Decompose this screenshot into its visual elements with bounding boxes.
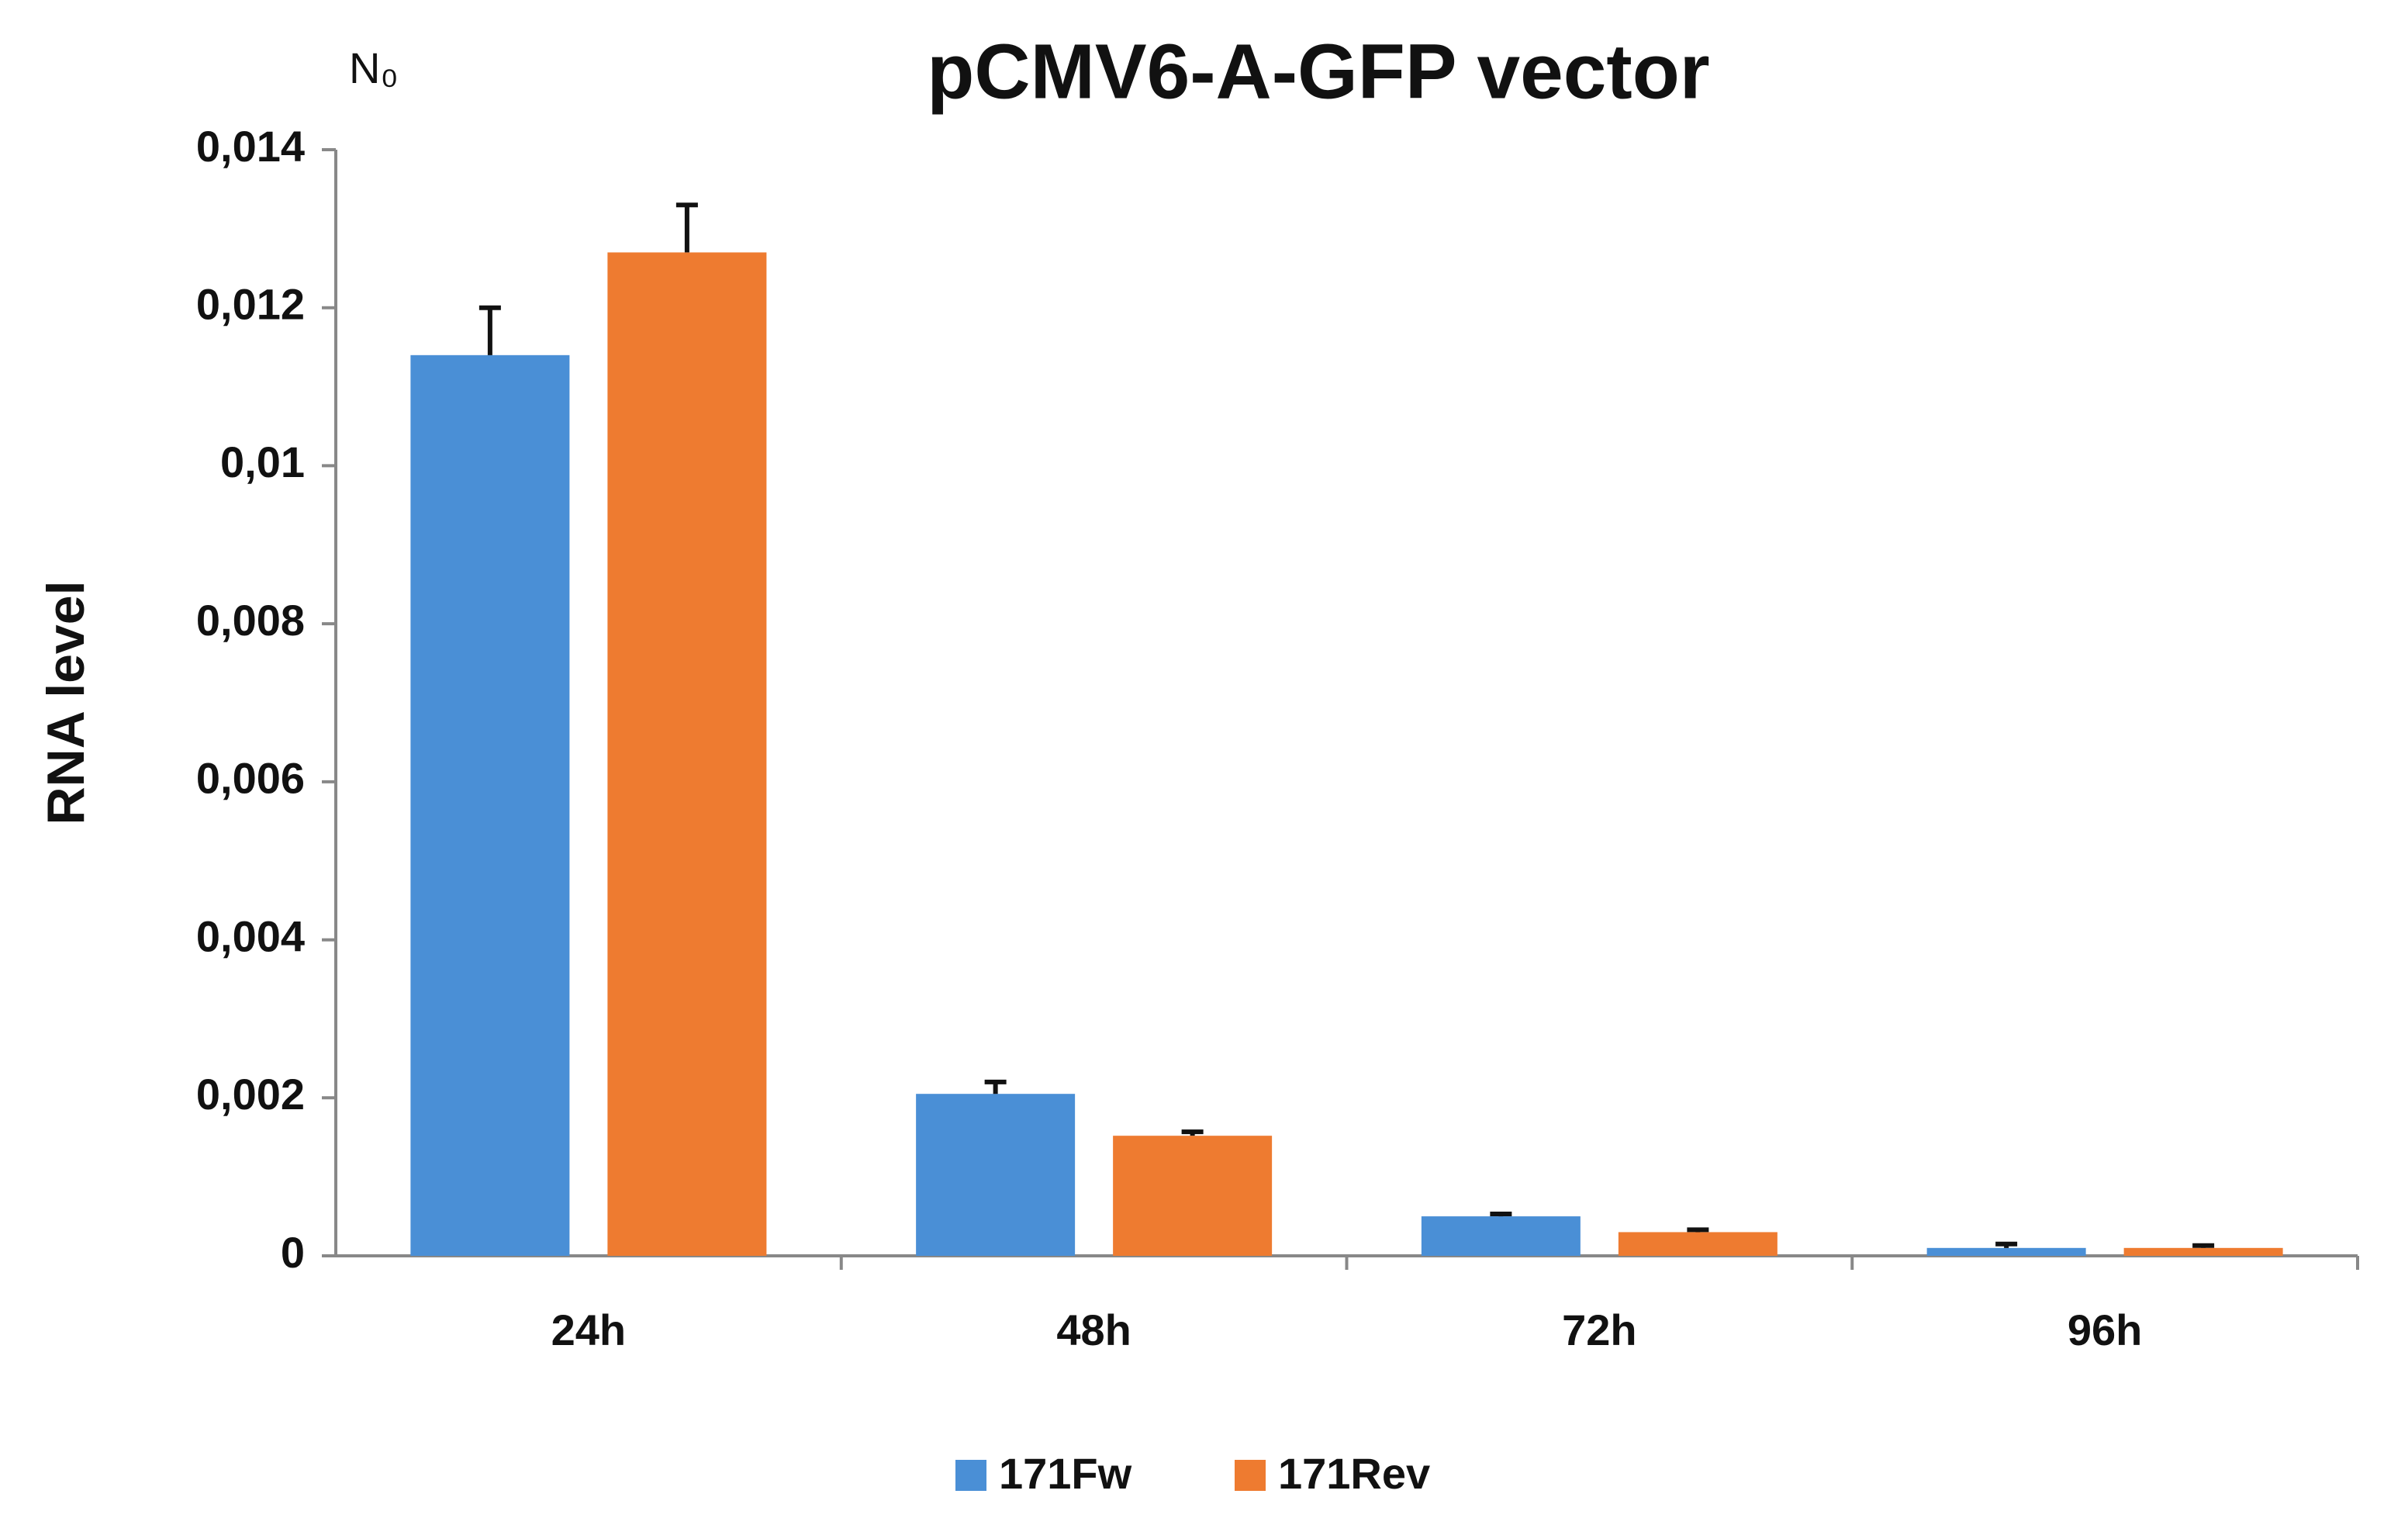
legend-label: 171Rev [1278, 1449, 1430, 1498]
bar [1113, 1136, 1273, 1256]
legend-label: 171Fw [999, 1449, 1132, 1498]
x-tick-label: 72h [1562, 1305, 1637, 1354]
bar [916, 1094, 1076, 1256]
bar [607, 252, 767, 1256]
y-tick-label: 0,01 [220, 437, 305, 486]
bar [1926, 1247, 2086, 1256]
axis-unit: N₀ [349, 43, 399, 92]
y-tick-label: 0,002 [196, 1070, 305, 1119]
error-bar [1687, 1227, 1709, 1233]
y-tick-label: 0 [281, 1228, 305, 1277]
bar [1618, 1232, 1777, 1256]
error-bar [1181, 1129, 1204, 1136]
error-bar [2192, 1243, 2215, 1248]
error-bar [1490, 1212, 1512, 1217]
error-bar [675, 202, 698, 253]
x-tick-label: 24h [551, 1305, 627, 1354]
x-tick-label: 96h [2068, 1305, 2143, 1354]
bar [410, 354, 570, 1256]
y-axis-label: RNA level [36, 581, 95, 825]
bar [1421, 1216, 1581, 1256]
x-tick-label: 48h [1056, 1305, 1131, 1354]
error-bar [984, 1079, 1007, 1094]
y-tick-label: 0,012 [196, 280, 305, 329]
error-bar [478, 305, 501, 355]
error-bar [1995, 1241, 2018, 1248]
y-tick-label: 0,006 [196, 754, 305, 803]
chart-title: pCMV6-A-GFP vector [927, 28, 1709, 115]
y-tick-label: 0,014 [196, 122, 305, 171]
legend-swatch [955, 1460, 986, 1491]
bar [2123, 1247, 2283, 1256]
legend-swatch [1235, 1460, 1266, 1491]
y-tick-label: 0,004 [196, 911, 305, 960]
y-tick-label: 0,008 [196, 596, 305, 645]
